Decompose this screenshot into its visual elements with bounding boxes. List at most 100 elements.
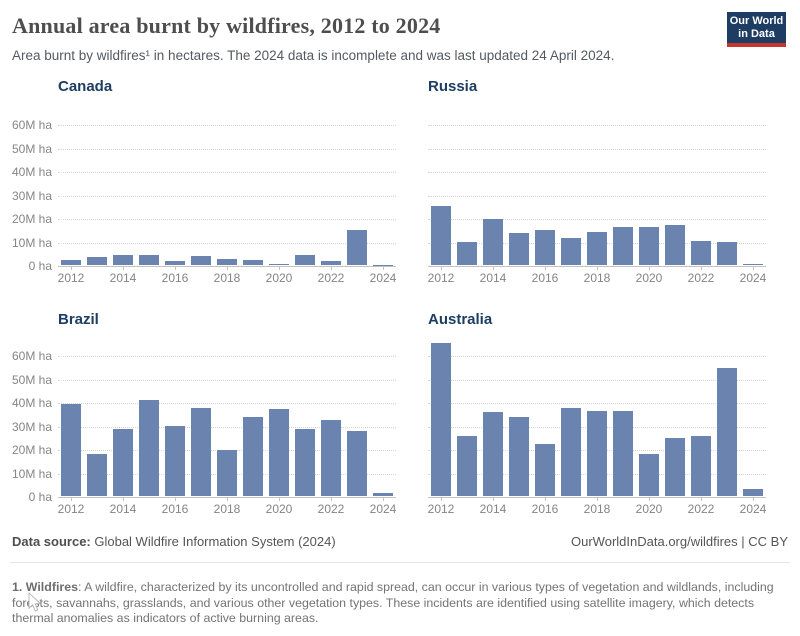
bar-brazil-2023[interactable]	[347, 431, 367, 496]
bar-brazil-2013[interactable]	[87, 454, 107, 496]
x-tick-2024	[382, 266, 384, 270]
bar-australia-2023[interactable]	[717, 367, 737, 496]
bar-russia-2020[interactable]	[639, 226, 659, 265]
x-label-canada-2014: 2014	[109, 271, 137, 285]
y-label-canada-6: 60M ha	[11, 118, 52, 132]
x-label-australia-2014: 2014	[479, 502, 507, 516]
bar-brazil-2020[interactable]	[269, 409, 289, 496]
bar-australia-2021[interactable]	[665, 438, 685, 496]
x-tick-2012	[70, 497, 72, 501]
bar-canada-2015[interactable]	[139, 255, 159, 265]
bar-russia-2012[interactable]	[431, 206, 451, 265]
bar-australia-2020[interactable]	[639, 453, 659, 496]
bar-canada-2022[interactable]	[321, 261, 341, 265]
bar-russia-2015[interactable]	[509, 232, 529, 265]
gridline-50m	[428, 148, 766, 150]
x-label-canada-2016: 2016	[161, 271, 189, 285]
y-label-brazil-1: 10M ha	[11, 466, 52, 481]
x-tick-2024	[752, 266, 754, 270]
bar-brazil-2021[interactable]	[295, 428, 315, 496]
bar-russia-2022[interactable]	[691, 241, 711, 265]
x-label-australia-2022: 2022	[687, 502, 715, 516]
bar-russia-2016[interactable]	[535, 229, 555, 265]
bar-brazil-2022[interactable]	[321, 420, 341, 496]
owid-logo-line2: in Data	[738, 27, 775, 40]
y-label-brazil-5: 50M ha	[11, 372, 52, 387]
bar-brazil-2016[interactable]	[165, 425, 185, 496]
bar-australia-2019[interactable]	[613, 411, 633, 496]
gridline-50m	[58, 148, 396, 150]
x-tick-2012	[440, 266, 442, 270]
x-label-australia-2018: 2018	[583, 502, 611, 516]
x-label-brazil-2020: 2020	[265, 502, 293, 516]
bar-brazil-2015[interactable]	[139, 399, 159, 496]
x-tick-2022	[700, 497, 702, 501]
x-label-russia-2014: 2014	[479, 271, 507, 285]
bar-russia-2023[interactable]	[717, 241, 737, 265]
bar-canada-2012[interactable]	[61, 260, 81, 265]
bar-canada-2018[interactable]	[217, 258, 237, 265]
bar-canada-2021[interactable]	[295, 254, 315, 265]
attribution-link[interactable]: OurWorldInData.org/wildfires | CC BY	[571, 534, 788, 549]
bar-canada-2019[interactable]	[243, 260, 263, 265]
bar-russia-2014[interactable]	[483, 218, 503, 265]
x-label-australia-2020: 2020	[635, 502, 663, 516]
bar-australia-2022[interactable]	[691, 435, 711, 496]
x-label-russia-2020: 2020	[635, 271, 663, 285]
bar-australia-2014[interactable]	[483, 412, 503, 496]
bar-australia-2016[interactable]	[535, 443, 555, 496]
bar-canada-2016[interactable]	[165, 261, 185, 265]
y-label-brazil-4: 40M ha	[11, 396, 52, 410]
gridline-40m	[58, 172, 396, 173]
footnote-text: : A wildfire, characterized by its uncon…	[12, 580, 774, 625]
bar-russia-2017[interactable]	[561, 238, 581, 265]
bar-canada-2014[interactable]	[113, 254, 133, 265]
bar-australia-2015[interactable]	[509, 416, 529, 496]
chart-plot-australia	[428, 342, 766, 501]
x-label-brazil-2024: 2024	[369, 502, 397, 516]
x-label-brazil-2012: 2012	[57, 502, 85, 516]
footer-divider	[10, 562, 790, 563]
bar-canada-2020[interactable]	[269, 263, 289, 265]
bar-brazil-2018[interactable]	[217, 449, 237, 496]
chart-plot-brazil	[58, 356, 396, 501]
bar-brazil-2024[interactable]	[373, 492, 393, 496]
bar-russia-2024[interactable]	[743, 263, 763, 265]
x-label-canada-2020: 2020	[265, 271, 293, 285]
x-tick-2022	[700, 266, 702, 270]
bar-russia-2019[interactable]	[613, 227, 633, 265]
x-label-russia-2018: 2018	[583, 271, 611, 285]
y-label-canada-5: 50M ha	[11, 141, 52, 156]
bar-australia-2012[interactable]	[431, 342, 451, 496]
y-label-canada-4: 40M ha	[11, 165, 52, 179]
x-tick-2012	[440, 497, 442, 501]
x-label-australia-2012: 2012	[427, 502, 455, 516]
bar-brazil-2017[interactable]	[191, 408, 211, 496]
bar-brazil-2019[interactable]	[243, 417, 263, 496]
gridline-20m	[58, 219, 396, 220]
bar-australia-2018[interactable]	[587, 410, 607, 496]
x-label-russia-2012: 2012	[427, 271, 455, 285]
bar-canada-2013[interactable]	[87, 256, 107, 265]
bar-canada-2017[interactable]	[191, 255, 211, 265]
y-label-canada-2: 20M ha	[11, 212, 52, 226]
bar-australia-2017[interactable]	[561, 407, 581, 496]
bar-brazil-2014[interactable]	[113, 429, 133, 496]
bar-australia-2013[interactable]	[457, 435, 477, 496]
bar-brazil-2012[interactable]	[61, 404, 81, 496]
x-tick-2012	[70, 266, 72, 270]
x-tick-2016	[544, 497, 546, 501]
bar-russia-2018[interactable]	[587, 232, 607, 265]
bar-australia-2024[interactable]	[743, 488, 763, 496]
owid-logo[interactable]: Our World in Data	[727, 12, 786, 47]
x-tick-2014	[122, 497, 124, 501]
x-label-brazil-2018: 2018	[213, 502, 241, 516]
x-tick-2020	[278, 266, 280, 270]
x-label-canada-2012: 2012	[57, 271, 85, 285]
x-label-australia-2016: 2016	[531, 502, 559, 516]
gridline-40m	[428, 172, 766, 173]
bar-canada-2023[interactable]	[347, 229, 367, 265]
bar-russia-2013[interactable]	[457, 241, 477, 265]
bar-russia-2021[interactable]	[665, 224, 685, 265]
